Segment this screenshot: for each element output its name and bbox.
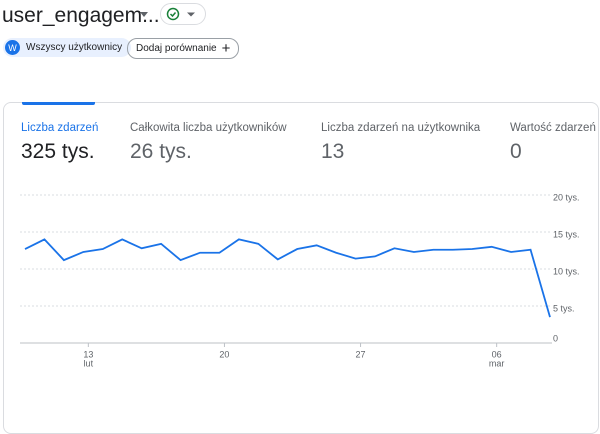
metric-label[interactable]: Wartość zdarzeń bbox=[510, 122, 596, 134]
metric-label[interactable]: Liczba zdarzeń bbox=[21, 122, 99, 134]
tab-indicator bbox=[22, 102, 95, 105]
metric-value: 0 bbox=[510, 140, 522, 163]
y-tick-label: 15 tys. bbox=[553, 229, 580, 239]
plus-icon: + bbox=[221, 40, 231, 57]
add-label: Dodaj porównanie bbox=[136, 43, 217, 54]
series-line bbox=[24, 238, 551, 318]
metric-value: 13 bbox=[321, 140, 345, 163]
y-tick-label: 0 bbox=[553, 333, 558, 343]
status-button[interactable] bbox=[160, 3, 206, 25]
x-tick-label: 13 bbox=[83, 349, 93, 359]
y-tick-label: 5 tys. bbox=[553, 303, 575, 313]
x-month-label: mar bbox=[489, 358, 505, 368]
metric-value: 325 tys. bbox=[21, 140, 95, 163]
x-tick-label: 06 bbox=[492, 349, 502, 359]
metric-label[interactable]: Całkowita liczba użytkowników bbox=[130, 122, 287, 134]
report-title[interactable]: user_engagem... bbox=[2, 4, 160, 27]
avatar: W bbox=[5, 40, 20, 55]
metric-label[interactable]: Liczba zdarzeń na użytkownika bbox=[321, 122, 481, 134]
dropdown-caret[interactable] bbox=[140, 12, 148, 17]
x-month-label: lut bbox=[84, 358, 94, 368]
segment-label: Wszyscy użytkownicy bbox=[26, 42, 123, 53]
metric-value: 26 tys. bbox=[130, 140, 192, 163]
x-tick-label: 27 bbox=[356, 349, 366, 359]
x-tick-label: 20 bbox=[219, 349, 229, 359]
y-tick-label: 10 tys. bbox=[553, 266, 580, 276]
status-icon bbox=[166, 7, 195, 21]
page: user_engagem... W Wszyscy użytkownicy Dod… bbox=[2, 3, 599, 434]
segment-chip[interactable]: W Wszyscy użytkownicy bbox=[3, 38, 132, 57]
y-tick-label: 20 tys. bbox=[553, 192, 580, 202]
add-comparison[interactable]: Dodaj porównanie + bbox=[127, 38, 240, 59]
